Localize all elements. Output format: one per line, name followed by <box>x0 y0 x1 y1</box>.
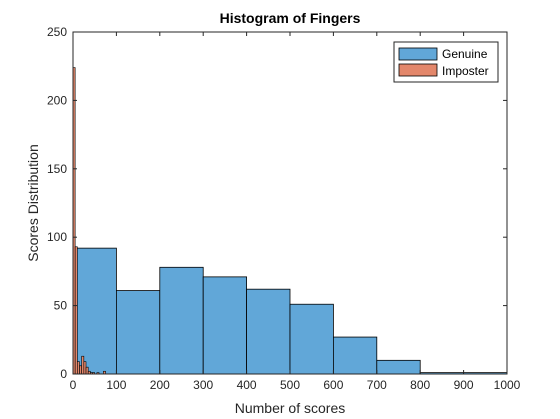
genuine-bar <box>116 290 161 375</box>
y-tick-label: 100 <box>47 230 67 244</box>
genuine-bar <box>72 247 117 375</box>
x-axis-ticks: 0 100 200 300 400 500 600 700 800 900 1000 <box>70 32 521 392</box>
genuine-bar <box>202 276 247 375</box>
genuine-bars <box>72 247 508 375</box>
imposter-bar <box>85 366 89 375</box>
genuine-bar <box>376 359 421 375</box>
x-tick-label: 800 <box>410 378 430 392</box>
y-tick-label: 200 <box>47 93 67 107</box>
genuine-bar <box>246 288 291 375</box>
x-tick-label: 100 <box>106 378 126 392</box>
genuine-bar <box>289 303 334 375</box>
y-axis-ticks: 0 50 100 150 200 250 <box>47 25 507 381</box>
legend-swatch-genuine <box>398 47 438 61</box>
genuine-bar <box>159 266 204 375</box>
y-tick-label: 150 <box>47 162 67 176</box>
y-tick-label: 250 <box>47 25 67 39</box>
x-tick-label: 300 <box>193 378 213 392</box>
imposter-bar <box>83 361 87 375</box>
x-tick-label: 400 <box>237 378 257 392</box>
x-tick-label: 0 <box>70 378 77 392</box>
legend: Genuine Imposter <box>393 41 499 83</box>
imposter-bar <box>77 361 80 375</box>
legend-label-imposter: Imposter <box>442 64 489 78</box>
x-tick-label: 1000 <box>494 378 521 392</box>
legend-swatch-imposter <box>398 63 438 77</box>
x-tick-label: 500 <box>280 378 300 392</box>
imposter-bar <box>81 355 85 375</box>
y-tick-label: 50 <box>54 299 68 313</box>
y-tick-label: 0 <box>60 367 67 381</box>
x-tick-label: 200 <box>150 378 170 392</box>
x-axis-label: Number of scores <box>235 400 345 416</box>
chart-title: Histogram of Fingers <box>220 10 361 26</box>
x-tick-label: 600 <box>323 378 343 392</box>
genuine-bar <box>332 336 378 375</box>
imposter-bar <box>79 365 82 375</box>
x-tick-label: 900 <box>454 378 474 392</box>
imposter-bar <box>74 246 78 375</box>
x-tick-label: 700 <box>367 378 387 392</box>
y-axis-label: Scores Distribution <box>25 144 41 262</box>
legend-label-genuine: Genuine <box>442 47 488 61</box>
